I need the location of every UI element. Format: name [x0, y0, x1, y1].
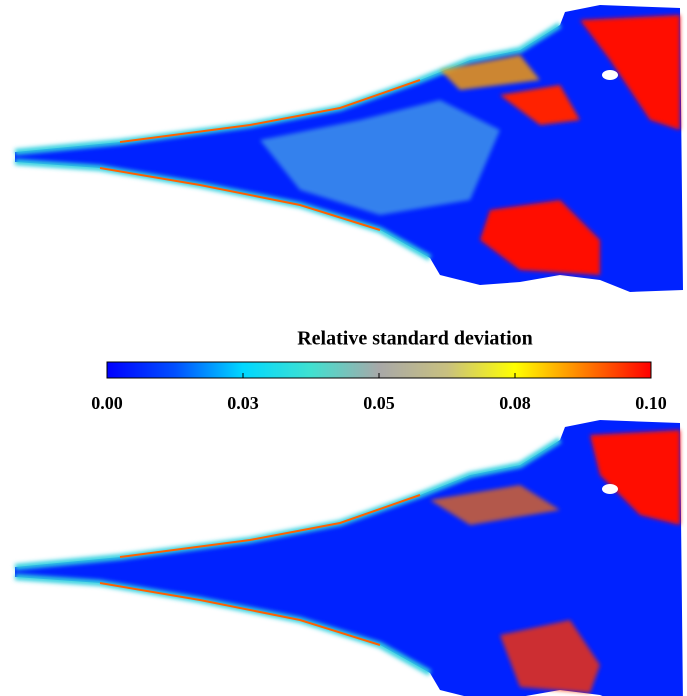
colorbar-title: Relative standard deviation — [297, 328, 533, 350]
tick-label: 0.00 — [91, 393, 123, 413]
colorbar: 0.00 0.03 0.05 0.08 0.10 — [91, 361, 667, 413]
tick-label: 0.03 — [227, 393, 259, 413]
tick-label: 0.08 — [499, 393, 531, 413]
top-field — [15, 5, 683, 292]
bottom-field — [15, 420, 683, 696]
tick-label: 0.05 — [363, 393, 395, 413]
tick-label: 0.10 — [635, 393, 667, 413]
